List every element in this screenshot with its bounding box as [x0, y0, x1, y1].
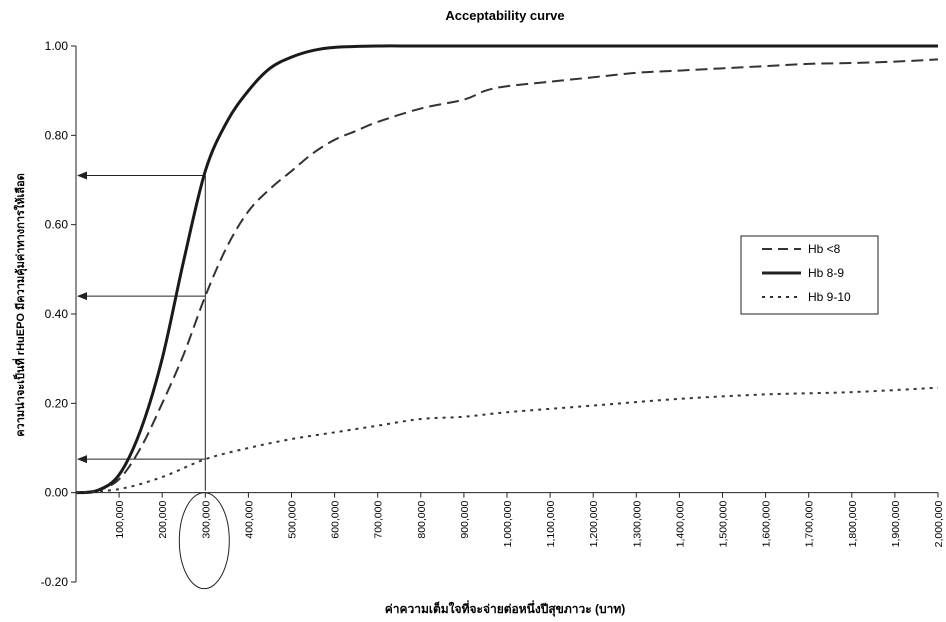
x-tick-label: 700,000 — [373, 501, 385, 539]
y-tick-label: 0.40 — [45, 307, 69, 321]
chart-title: Acceptability curve — [445, 8, 564, 23]
y-axis-ticks: -0.20 0.00 0.20 0.40 0.60 0.80 1.00 — [41, 39, 76, 589]
x-tick-label: 1,900,000 — [890, 501, 902, 548]
threshold-annotations — [77, 171, 230, 590]
y-tick-label: -0.20 — [41, 575, 69, 589]
series-line-0 — [75, 58, 939, 494]
x-tick-label: 1,500,000 — [718, 501, 730, 548]
x-tick-label: 900,000 — [459, 501, 471, 539]
x-axis-label: ค่าความเต็มใจที่จะจ่ายต่อหนึ่งปีสุขภาวะ … — [385, 600, 626, 617]
legend-label-hb-8-9: Hb 8-9 — [808, 266, 844, 280]
x-tick-label: 1,200,000 — [588, 501, 600, 548]
x-axis-ticks: 100,000 200,000 300,000 400,000 500,000 600,0… — [114, 492, 945, 548]
x-tick-label: 600,000 — [330, 501, 342, 539]
series-line-1 — [75, 44, 938, 495]
legend-label-hb-lt8: Hb <8 — [808, 242, 841, 256]
x-tick-label: 200,000 — [157, 501, 169, 539]
x-tick-label: 400,000 — [243, 501, 255, 539]
x-tick-label: 500,000 — [287, 501, 299, 539]
circled-tick-300,000 — [178, 492, 230, 590]
x-tick-label: 1,800,000 — [847, 501, 859, 548]
y-tick-label: 1.00 — [45, 39, 69, 53]
x-tick-label: 1,400,000 — [674, 501, 686, 548]
x-tick-label: 1,300,000 — [631, 501, 643, 548]
y-tick-label: 0.00 — [45, 486, 69, 500]
x-tick-label: 100,000 — [114, 501, 126, 539]
x-tick-label: 1,100,000 — [545, 501, 557, 548]
x-tick-label: 1,600,000 — [761, 501, 773, 548]
legend-label-hb-9-10: Hb 9-10 — [808, 290, 851, 304]
legend: Hb <8 Hb 8-9 Hb 9-10 — [740, 235, 879, 315]
y-tick-label: 0.80 — [45, 128, 69, 142]
y-tick-label: 0.20 — [45, 396, 69, 410]
x-tick-label: 1,700,000 — [804, 501, 816, 548]
x-tick-label: 1,000,000 — [502, 501, 514, 548]
y-axis-label: ความน่าจะเป็นที่ rHuEPO มีความคุ้มค่าทาง… — [12, 173, 28, 437]
series-lines — [75, 44, 939, 495]
x-tick-label: 300,000 — [200, 501, 212, 539]
series-line-2 — [75, 386, 939, 494]
x-tick-label: 800,000 — [416, 501, 428, 539]
y-tick-label: 0.60 — [45, 218, 69, 232]
x-tick-label: 2,000,000 — [933, 501, 945, 548]
